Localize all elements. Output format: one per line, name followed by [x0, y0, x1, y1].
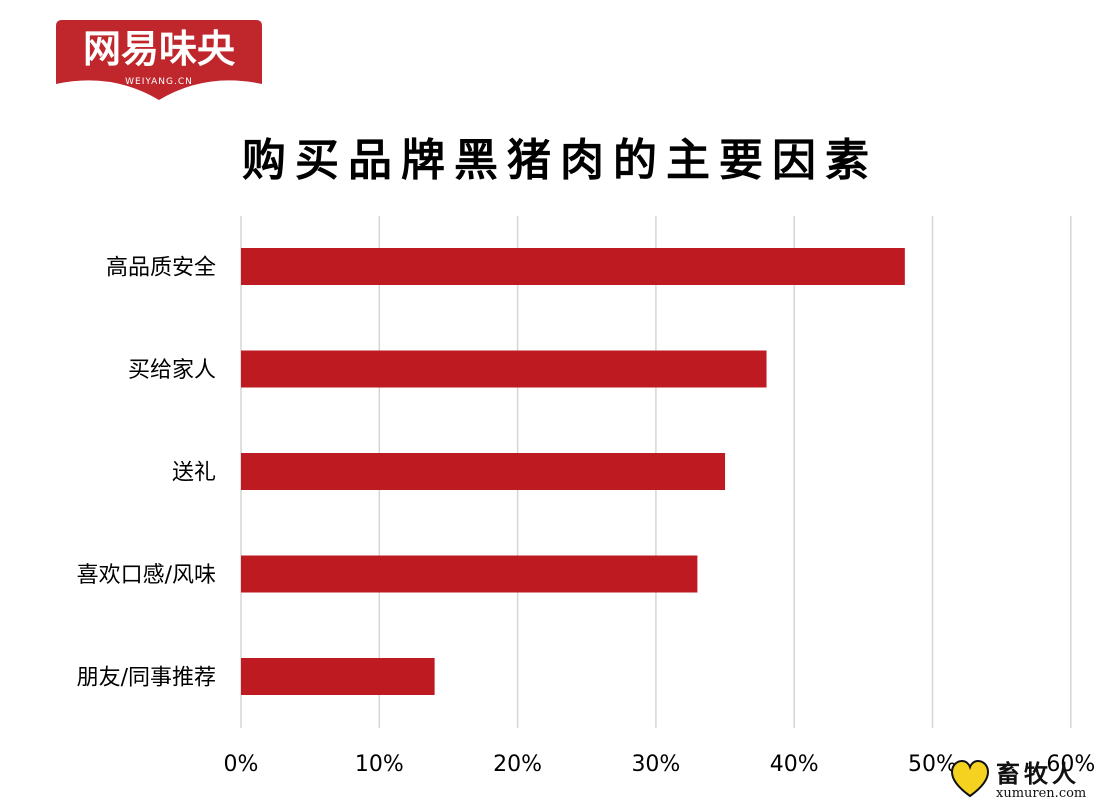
x-tick-label: 50%	[908, 752, 957, 777]
x-tick-label: 60%	[1046, 752, 1095, 777]
x-tick-label: 40%	[770, 752, 819, 777]
bar	[241, 248, 905, 285]
logo-background	[56, 20, 262, 100]
category-label: 买给家人	[128, 358, 216, 383]
bar	[241, 555, 698, 593]
category-label: 朋友/同事推荐	[77, 666, 216, 691]
watermark-main-text: 畜牧人	[996, 759, 1080, 788]
bar	[241, 658, 435, 695]
watermark-sub-text: xumuren.com	[996, 786, 1086, 800]
category-label: 送礼	[172, 461, 216, 486]
x-tick-label: 0%	[224, 752, 259, 777]
heart-icon	[950, 759, 990, 798]
x-tick-labels: 0% 10% 20% 30% 40% 50% 60%	[224, 752, 1096, 777]
xumuren-watermark: 畜牧人 xumuren.com	[950, 759, 1086, 800]
logo-sub-text: WEIYANG.CN	[125, 77, 193, 87]
bars	[241, 248, 905, 695]
bar	[241, 350, 767, 388]
category-label: 高品质安全	[106, 256, 216, 281]
weiyang-logo: 网易味央 WEIYANG.CN	[56, 20, 262, 100]
x-tick-label: 20%	[493, 752, 542, 777]
chart-title: 购买品牌黑猪肉的主要因素	[242, 135, 878, 186]
category-label: 喜欢口感/风味	[77, 563, 216, 588]
bar	[241, 453, 726, 490]
x-tick-label: 10%	[355, 752, 404, 777]
logo-main-text: 网易味央	[83, 27, 236, 71]
x-tick-label: 30%	[631, 752, 680, 777]
